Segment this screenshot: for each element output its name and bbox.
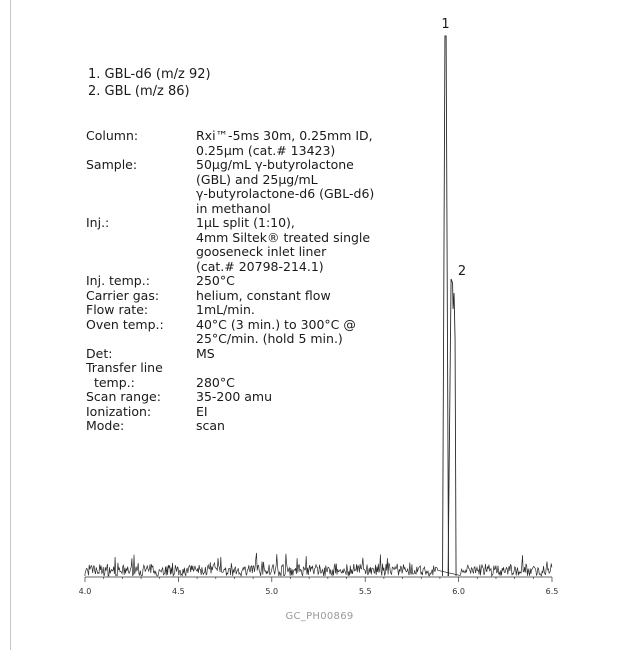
condition-value: 40°C (3 min.) to 300°C @25°C/min. (hold … xyxy=(196,316,396,347)
condition-value: 250°C xyxy=(196,273,396,289)
condition-row: Scan range: 35-200 amu xyxy=(86,389,396,405)
condition-label: Mode: xyxy=(86,418,125,433)
condition-label: Scan range: xyxy=(86,389,161,404)
condition-value-line: (GBL) and 25µg/mL xyxy=(196,171,318,187)
condition-value-line: 280°C xyxy=(196,374,235,390)
condition-value: 1µL split (1:10), 4mm Siltek® treated sin… xyxy=(196,215,396,274)
condition-value-line: 250°C xyxy=(196,273,235,288)
x-tick-label: 4.5 xyxy=(172,587,185,596)
condition-value-line: helium, constant flow xyxy=(196,287,331,303)
condition-value: helium, constant flow xyxy=(196,287,396,304)
condition-value: scan xyxy=(196,418,396,434)
x-tick-label: 6.5 xyxy=(546,587,559,596)
condition-row: Sample: 50µg/mL γ-butyrolactone (GBL) and … xyxy=(86,157,396,216)
condition-row: Det: MS xyxy=(86,345,396,362)
condition-row: Oven temp.: 40°C (3 min.) to 300°C @25°C/… xyxy=(86,316,396,347)
peak-legend: 1. GBL-d6 (m/z 92) 2. GBL (m/z 86) xyxy=(88,66,211,100)
condition-value-line: 0.25µm (cat.# 13423) xyxy=(196,142,336,158)
condition-value-line: EI xyxy=(196,403,208,419)
condition-value-line: 25°C/min. (hold 5 min.) xyxy=(196,331,343,346)
x-tick-label: 5.5 xyxy=(359,587,372,596)
condition-value-line: 35-200 amu xyxy=(196,389,273,404)
condition-value: 35-200 amu xyxy=(196,389,396,405)
condition-label: Flow rate: xyxy=(86,302,149,317)
conditions-table: Column: Rxi™-5ms 30m, 0.25mm ID, 0.25µm (c… xyxy=(86,128,396,434)
condition-value-line: 1mL/min. xyxy=(196,302,255,317)
condition-value-line: 4mm Siltek® treated single xyxy=(196,229,371,245)
condition-value-line: 50µg/mL γ-butyrolactone xyxy=(196,157,354,172)
peak-label-2: 2 xyxy=(458,264,466,279)
legend-item-2: 2. GBL (m/z 86) xyxy=(88,84,190,99)
x-tick-label: 4.0 xyxy=(79,587,92,596)
condition-value: Rxi™-5ms 30m, 0.25mm ID, 0.25µm (cat.# 13… xyxy=(196,128,396,158)
condition-value-line: (cat.# 20798-214.1) xyxy=(196,258,324,274)
condition-row: Column: Rxi™-5ms 30m, 0.25mm ID, 0.25µm (c… xyxy=(86,128,396,158)
condition-row: Carrier gas: helium, constant flow xyxy=(86,287,396,304)
condition-row: Transfer line temp.: 280°C xyxy=(86,360,396,390)
condition-value-line: 40°C (3 min.) to 300°C @ xyxy=(196,316,356,332)
condition-label: Det: xyxy=(86,345,113,361)
condition-label: Oven temp.: xyxy=(86,316,164,332)
condition-label: Column: xyxy=(86,128,139,143)
x-tick-label: 5.0 xyxy=(265,587,278,596)
condition-value-line: gooseneck inlet liner xyxy=(196,244,327,259)
condition-label: Inj.: xyxy=(86,215,110,230)
baseline-noise xyxy=(84,552,553,578)
peak-label-1: 1 xyxy=(441,17,449,32)
condition-value: EI xyxy=(196,403,396,420)
condition-value: 1mL/min. xyxy=(196,302,396,318)
peak-2 xyxy=(447,278,457,577)
condition-label: Ionization: xyxy=(86,403,152,419)
legend-item-1: 1. GBL-d6 (m/z 92) xyxy=(88,67,211,82)
condition-value-line: in methanol xyxy=(196,200,271,216)
peak-1 xyxy=(442,35,449,577)
condition-value-line: 1µL split (1:10), xyxy=(196,215,295,230)
condition-value: 50µg/mL γ-butyrolactone (GBL) and 25µg/mL… xyxy=(196,157,396,216)
condition-value-line: scan xyxy=(196,418,225,433)
condition-row: Inj.: 1µL split (1:10), 4mm Siltek® treate… xyxy=(86,215,396,274)
x-tick-label: 6.0 xyxy=(452,587,465,596)
condition-label: Sample: xyxy=(86,157,138,172)
condition-label: Carrier gas: xyxy=(86,287,160,303)
condition-row: Mode: scan xyxy=(86,418,396,434)
condition-value: MS xyxy=(196,345,396,362)
condition-row: Inj. temp.: 250°C xyxy=(86,273,396,289)
condition-row: Ionization: EI xyxy=(86,403,396,420)
condition-row: Flow rate: 1mL/min. xyxy=(86,302,396,318)
image-id: GC_PH00869 xyxy=(285,611,354,622)
condition-value-line: γ-butyrolactone-d6 (GBL-d6) xyxy=(196,186,375,201)
condition-label: Transfer line temp.: xyxy=(86,360,163,390)
condition-label: Inj. temp.: xyxy=(86,273,150,288)
frame-border xyxy=(10,0,11,650)
condition-value: 280°C xyxy=(196,361,396,390)
condition-value-line: MS xyxy=(196,345,215,361)
condition-value-line: Rxi™-5ms 30m, 0.25mm ID, xyxy=(196,128,373,143)
